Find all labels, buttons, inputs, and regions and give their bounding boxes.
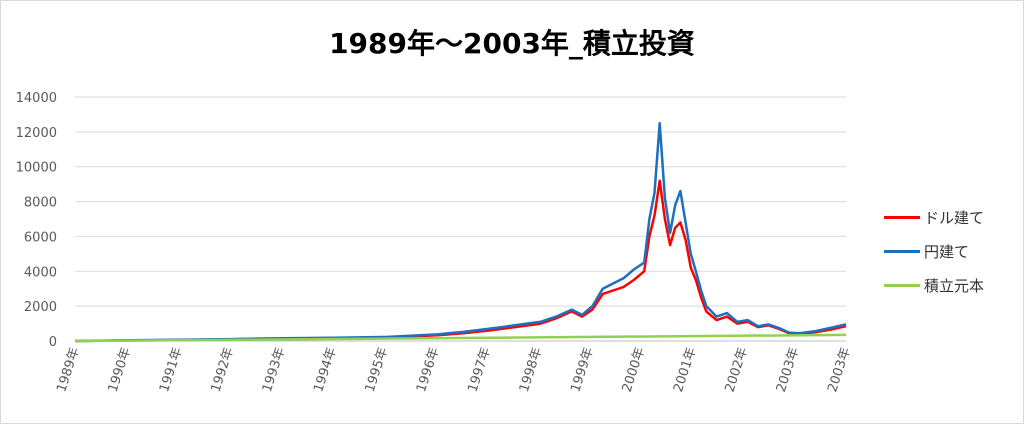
x-tick-label: 1995年 (363, 346, 392, 394)
y-tick-label: 0 (49, 335, 57, 350)
x-tick-label: 1992年 (208, 346, 237, 394)
x-tick-label: 1998年 (517, 346, 546, 394)
x-tick-label: 2002年 (722, 346, 751, 394)
legend-swatch-principal (884, 283, 920, 287)
y-tick-label: 12000 (16, 126, 57, 141)
x-tick-label: 1990年 (106, 346, 135, 394)
y-tick-label: 6000 (24, 230, 57, 245)
legend: ドル建て 円建て 積立元本 (884, 200, 1014, 302)
x-tick-label: 2001年 (671, 346, 700, 394)
legend-label-principal: 積立元本 (924, 276, 985, 295)
x-tick-label: 1996年 (414, 346, 443, 394)
legend-item-principal: 積立元本 (884, 268, 1014, 302)
x-tick-label: 1994年 (311, 346, 340, 394)
x-tick-label: 1997年 (465, 346, 494, 394)
legend-label-yen: 円建て (924, 242, 970, 261)
legend-swatch-dollar (884, 215, 920, 219)
x-tick-label: 2003年 (774, 346, 803, 394)
y-axis-ticks: 0 2000 4000 6000 8000 10000 12000 14000 (16, 91, 57, 350)
x-tick-label: 2000年 (620, 346, 649, 394)
legend-item-dollar: ドル建て (884, 200, 1014, 234)
y-tick-label: 4000 (24, 265, 57, 280)
y-tick-label: 14000 (16, 91, 57, 106)
y-tick-label: 2000 (24, 300, 57, 315)
series-line-principal (74, 333, 847, 343)
gridlines (75, 96, 846, 342)
series-line-yen (74, 121, 847, 343)
x-tick-label: 2003年 (825, 346, 854, 394)
x-tick-label: 1989年 (54, 346, 83, 394)
legend-swatch-yen (884, 249, 920, 253)
x-axis-ticks: 1989年 1990年 1991年 1992年 1993年 1994年 1995年 1996年… (54, 346, 854, 394)
y-tick-label: 8000 (24, 196, 57, 211)
x-tick-label: 1993年 (260, 346, 289, 394)
chart-title: 1989年～2003年_積立投資 (329, 27, 695, 60)
legend-label-dollar: ドル建て (924, 208, 985, 227)
y-tick-label: 10000 (16, 161, 57, 176)
legend-item-yen: 円建て (884, 234, 1014, 268)
series-lines (74, 121, 847, 343)
x-tick-label: 1999年 (568, 346, 597, 394)
x-tick-label: 1991年 (157, 346, 186, 394)
